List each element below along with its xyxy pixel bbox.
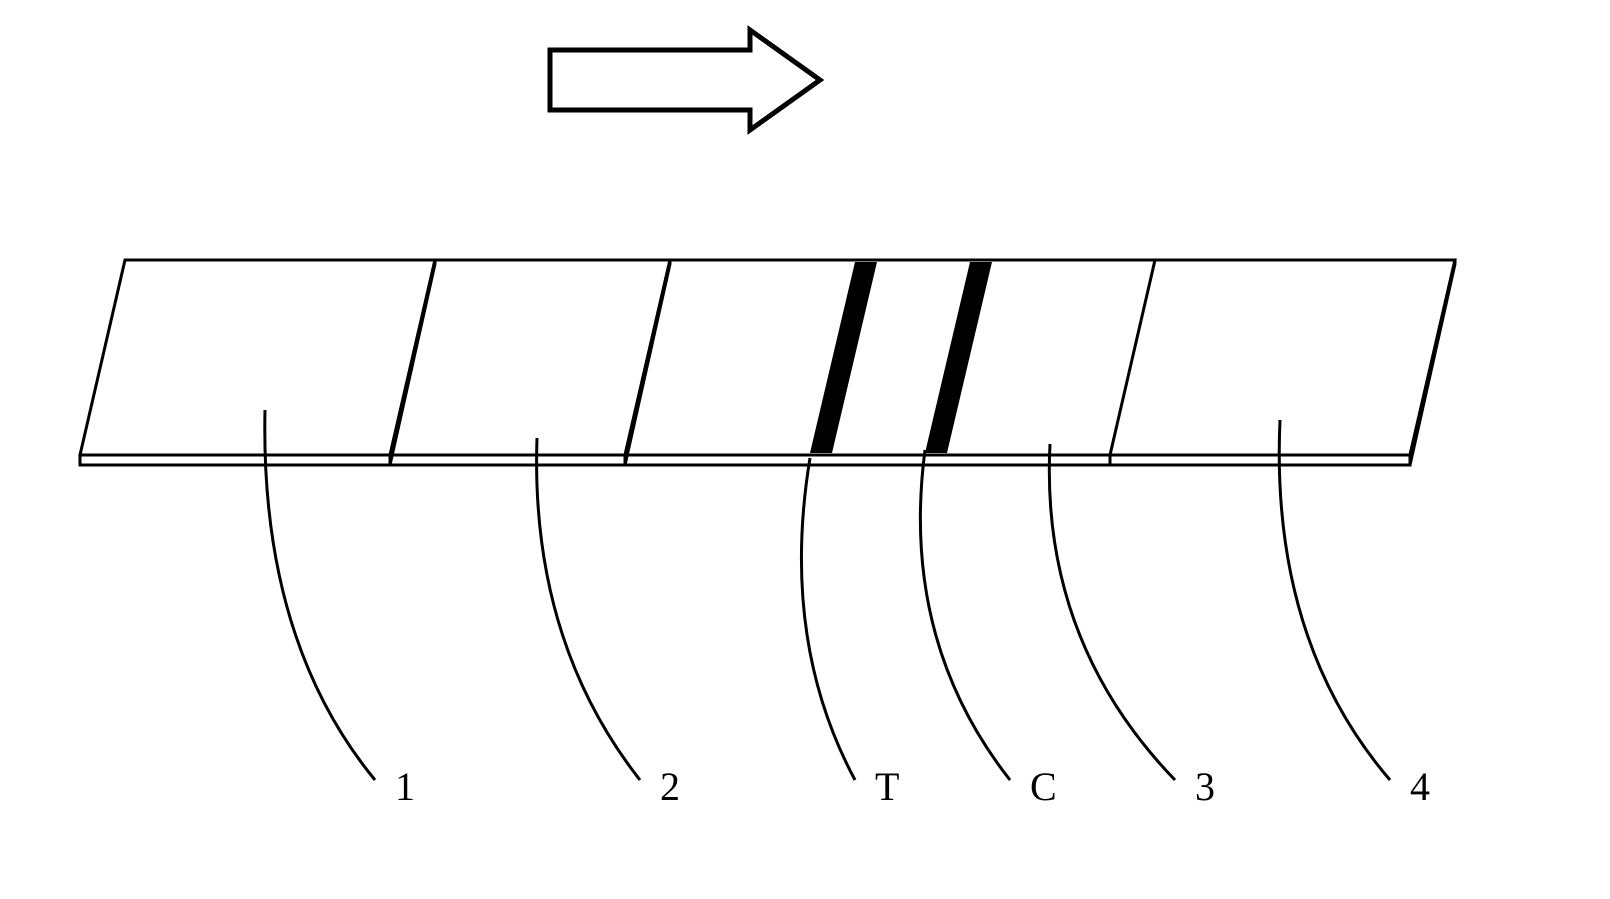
label-2: 2 — [660, 764, 680, 809]
flow-arrow — [550, 30, 820, 130]
segment-absorbent_pad — [1110, 260, 1455, 465]
label-4: 4 — [1410, 764, 1430, 809]
label-3: 3 — [1195, 764, 1215, 809]
leader-4 — [1279, 420, 1390, 780]
segment-sample_pad — [80, 260, 435, 465]
leader-3 — [1049, 444, 1175, 780]
label-1: 1 — [395, 764, 415, 809]
label-T: T — [875, 764, 899, 809]
leader-C — [920, 450, 1010, 780]
leader-2 — [537, 438, 640, 780]
leader-T — [801, 458, 855, 780]
label-C: C — [1030, 764, 1057, 809]
segment-membrane — [595, 260, 1185, 465]
diagram-canvas: 1 2 T C 3 4 — [0, 0, 1610, 899]
